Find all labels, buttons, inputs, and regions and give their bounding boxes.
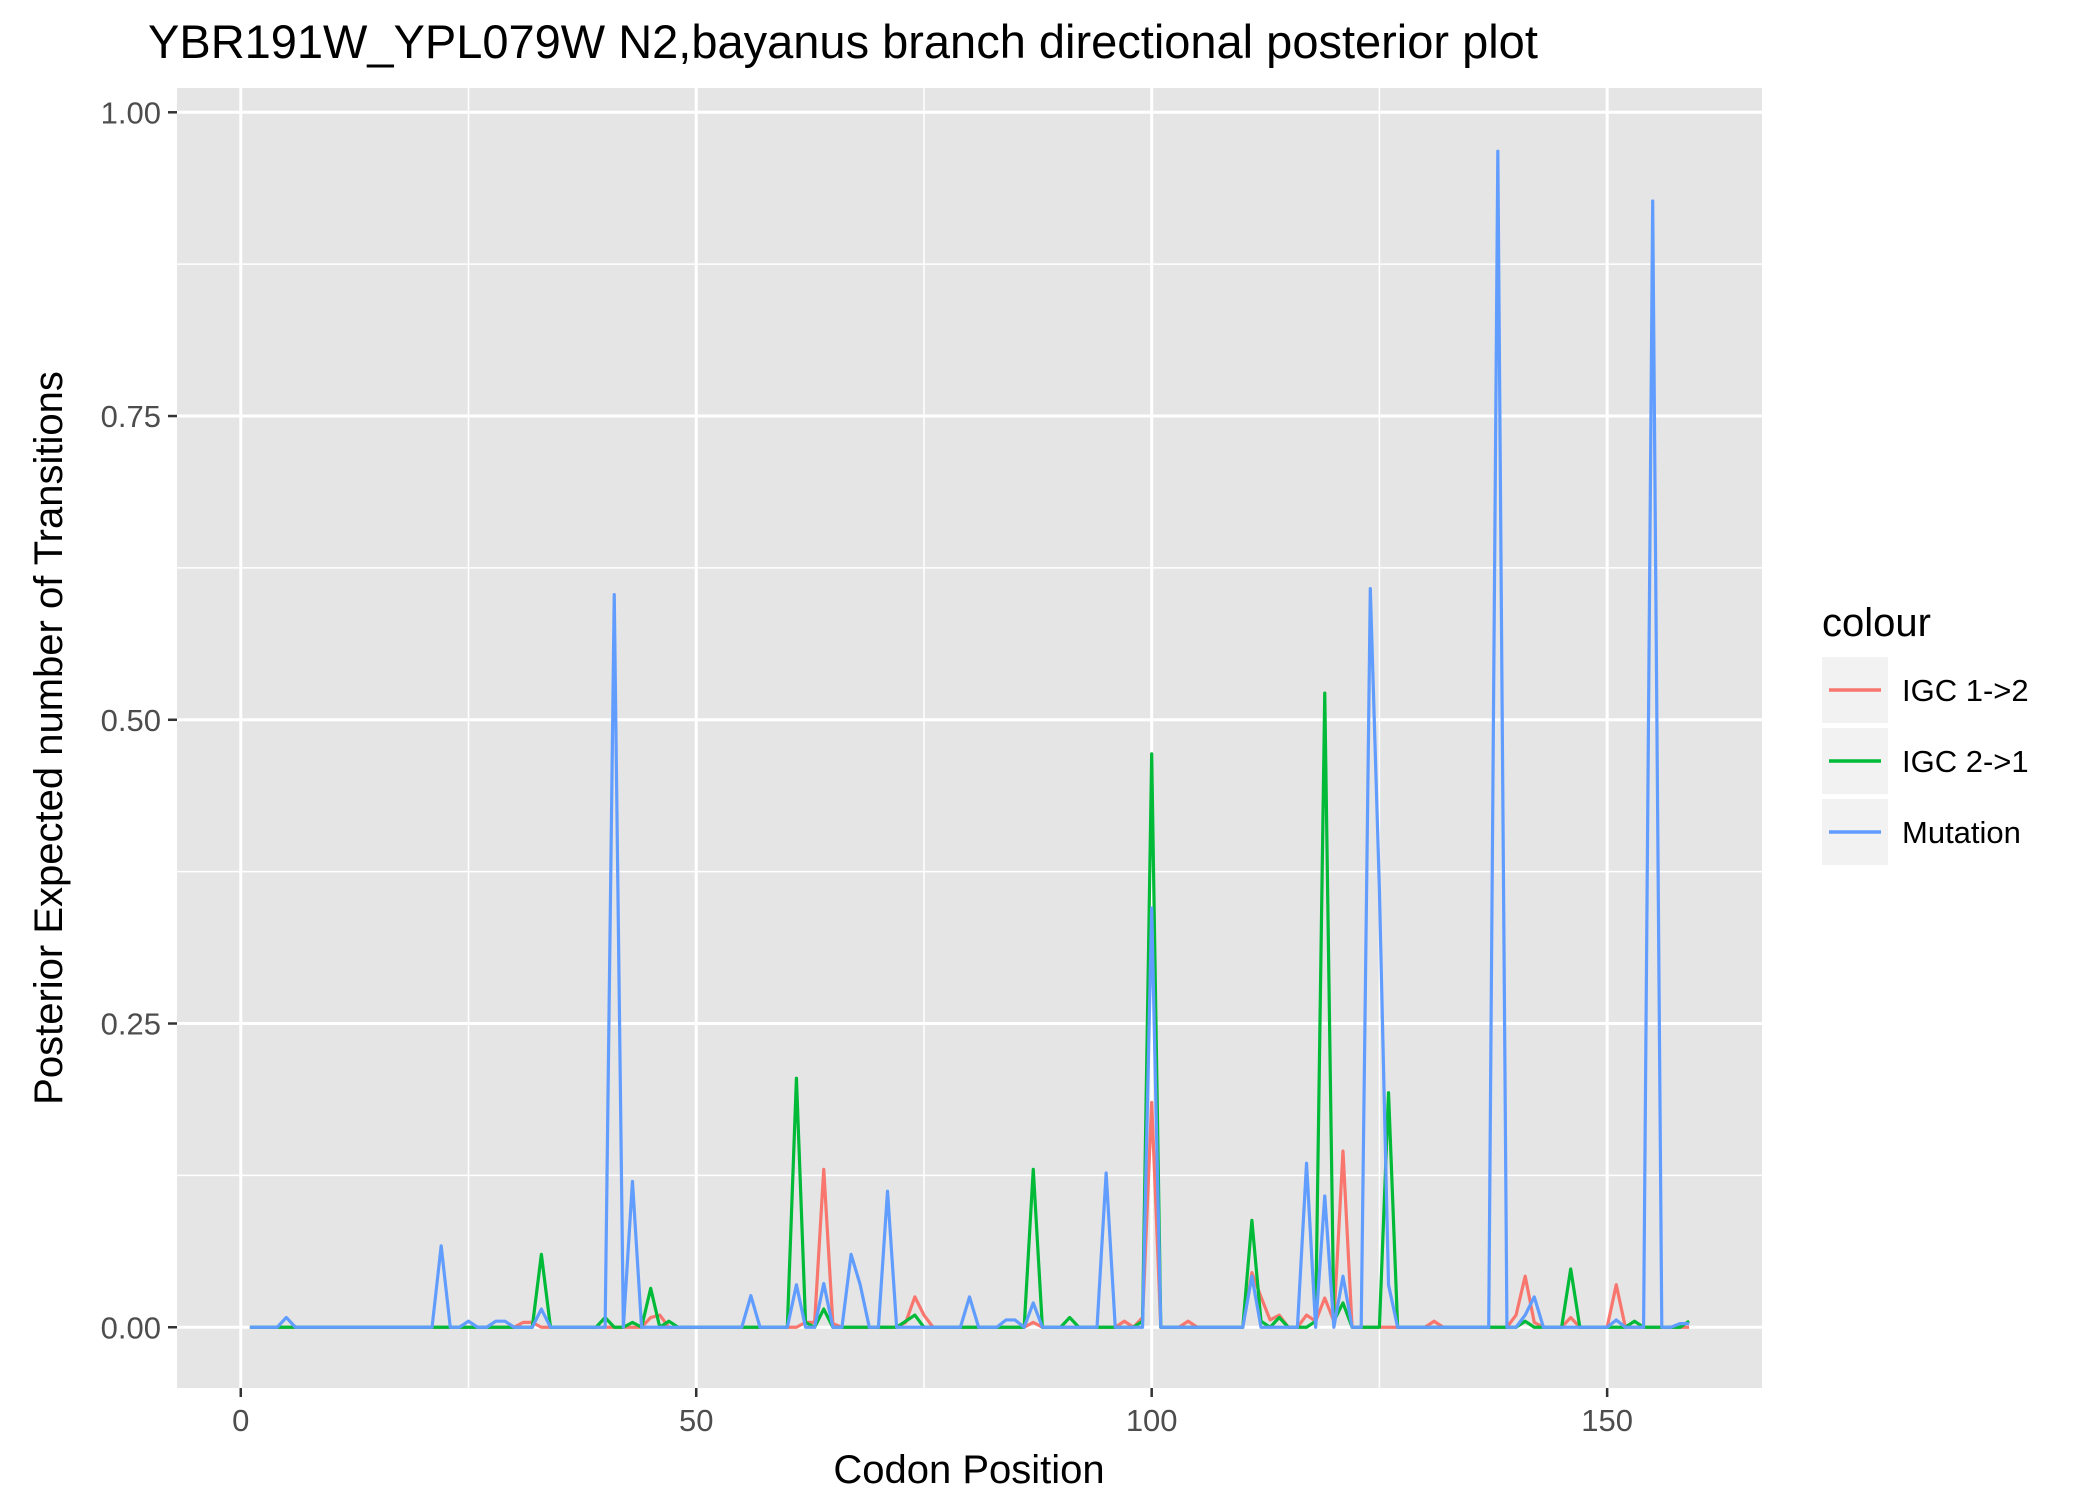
grid-major xyxy=(177,88,1762,1388)
legend-label: Mutation xyxy=(1902,815,2021,850)
series-layer xyxy=(249,149,1691,1329)
y-tick-label: 0.75 xyxy=(101,399,161,434)
y-tick-label: 1.00 xyxy=(101,95,161,130)
chart-title: YBR191W_YPL079W N2,bayanus branch direct… xyxy=(148,15,1538,68)
y-axis: 0.00 0.25 0.50 0.75 1.00 xyxy=(101,95,177,1345)
legend-title: colour xyxy=(1822,601,1931,645)
x-tick-label: 50 xyxy=(679,1403,713,1438)
x-tick-label: 0 xyxy=(232,1403,249,1438)
y-tick-label: 0.25 xyxy=(101,1007,161,1042)
grid-minor xyxy=(177,88,1762,1388)
legend-label: IGC 1->2 xyxy=(1902,673,2029,708)
x-axis: 0 50 100 150 xyxy=(232,1388,1633,1438)
y-tick-label: 0.50 xyxy=(101,703,161,738)
legend-entries: IGC 1->2 IGC 2->1 Mutation xyxy=(1822,657,2029,865)
y-tick-label: 0.00 xyxy=(101,1310,161,1345)
series-line-mutation xyxy=(249,149,1690,1329)
x-tick-label: 100 xyxy=(1126,1403,1178,1438)
x-tick-label: 150 xyxy=(1581,1403,1633,1438)
x-axis-title: Codon Position xyxy=(833,1448,1104,1492)
y-axis-title: Posterior Expected number of Transitions xyxy=(27,371,71,1105)
legend: colour IGC 1->2 IGC 2->1 Mutation xyxy=(1822,601,2029,865)
plot-panel xyxy=(177,88,1762,1388)
legend-label: IGC 2->1 xyxy=(1902,744,2029,779)
